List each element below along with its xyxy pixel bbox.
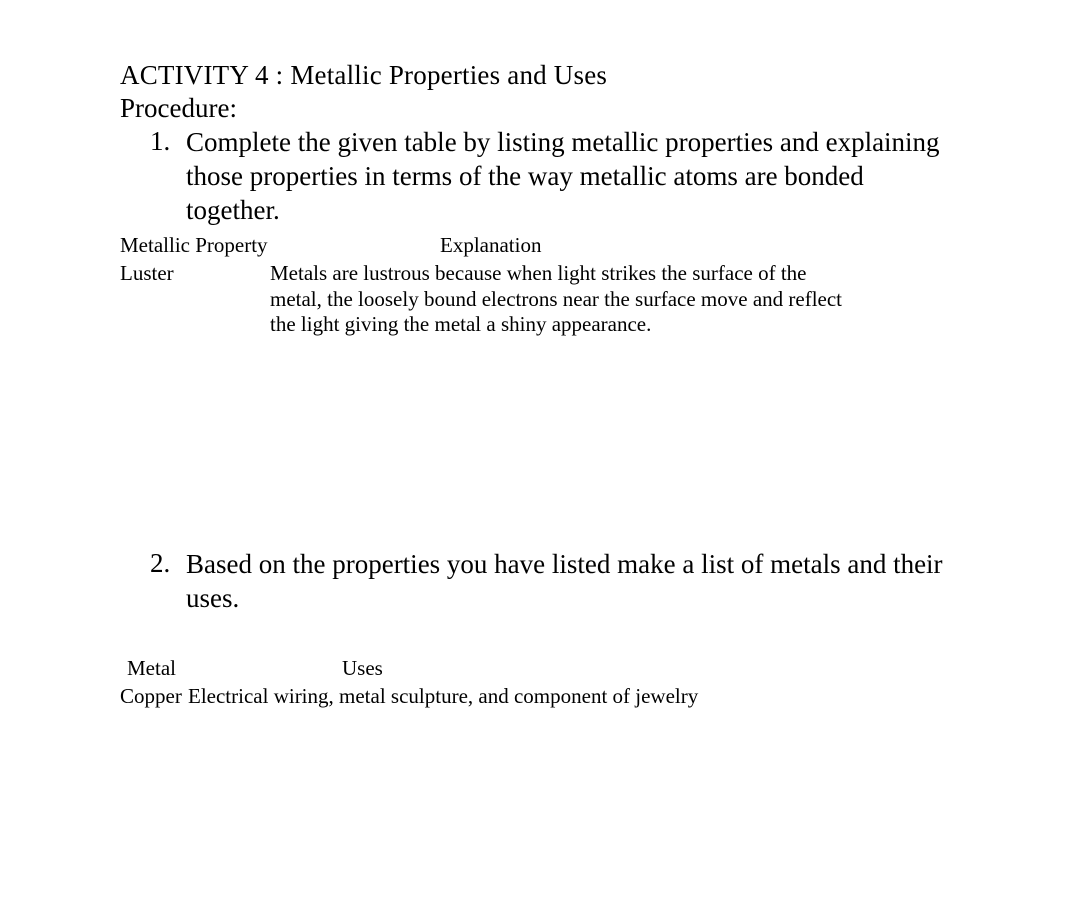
explanation-cell: Metals are lustrous because when light s… (270, 261, 850, 338)
procedure-item-1: 1. Complete the given table by listing m… (120, 126, 960, 227)
metals-col1-header: Metal (127, 656, 342, 681)
properties-col1-header: Metallic Property (120, 233, 420, 258)
procedure-label: Procedure: (120, 93, 960, 124)
table-row: Luster Metals are lustrous because when … (120, 261, 960, 338)
procedure-item-2: 2. Based on the properties you have list… (120, 548, 960, 616)
properties-table: Metallic Property Explanation Luster Met… (120, 233, 960, 338)
property-cell: Luster (120, 261, 270, 338)
procedure-text-2: Based on the properties you have listed … (182, 548, 960, 616)
properties-table-header: Metallic Property Explanation (120, 233, 960, 258)
procedure-number-1: 1. (150, 126, 182, 227)
activity-title: ACTIVITY 4 : Metallic Properties and Use… (120, 60, 960, 91)
procedure-number-2: 2. (150, 548, 182, 616)
metals-table: Metal Uses Copper Electrical wiring, met… (120, 656, 960, 709)
uses-cell: Electrical wiring, metal sculpture, and … (188, 684, 788, 709)
metals-table-header: Metal Uses (120, 656, 960, 681)
metal-cell: Copper (120, 684, 188, 709)
properties-col2-header: Explanation (420, 233, 840, 258)
table-row: Copper Electrical wiring, metal sculptur… (120, 684, 960, 709)
metals-col2-header: Uses (342, 656, 762, 681)
procedure-text-1: Complete the given table by listing meta… (182, 126, 960, 227)
